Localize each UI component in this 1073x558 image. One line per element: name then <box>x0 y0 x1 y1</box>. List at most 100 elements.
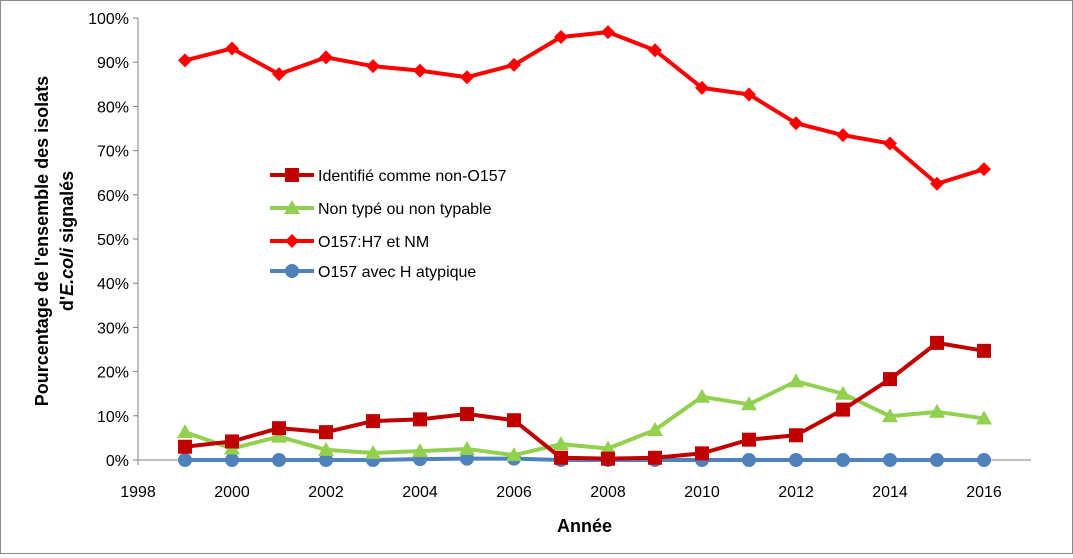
data-point-triangle <box>318 441 334 456</box>
series-diamond <box>178 25 991 191</box>
data-point-square <box>178 439 192 454</box>
data-point-triangle <box>976 410 992 425</box>
data-point-circle <box>930 453 944 467</box>
data-point-triangle <box>835 385 851 400</box>
legend-marker-diamond <box>285 234 299 248</box>
data-point-triangle <box>929 403 945 418</box>
data-point-square <box>977 343 991 358</box>
x-tick-label: 2010 <box>684 484 720 501</box>
data-point-circle <box>178 453 192 467</box>
legend-item: Identifié comme non-O157 <box>270 168 507 185</box>
data-point-diamond <box>366 59 380 74</box>
series-line <box>184 379 985 458</box>
data-point-diamond <box>272 67 286 82</box>
data-point-square <box>930 335 944 350</box>
data-point-diamond <box>648 43 662 58</box>
y-ticks: 0% 10% 20% 30% 40% 50% 60% 70% 80% 90% 100% <box>88 11 138 470</box>
data-point-triangle <box>553 436 569 451</box>
data-point-triangle <box>459 440 475 455</box>
x-tick-label: 2012 <box>778 484 814 501</box>
x-tick-label: 2006 <box>496 484 532 501</box>
legend-label: Non typé ou non typable <box>318 201 492 218</box>
data-point-triangle <box>882 408 898 423</box>
series-square <box>178 335 991 466</box>
y-tick-label: 90% <box>97 55 129 72</box>
data-point-square <box>319 425 333 440</box>
y-tick-label: 80% <box>97 99 129 116</box>
y-tick-label: 10% <box>97 409 129 426</box>
data-point-diamond <box>178 53 192 68</box>
data-point-diamond <box>789 116 803 131</box>
y-axis-title-italic: E.coli <box>57 247 77 296</box>
data-point-square <box>272 421 286 436</box>
legend-label: Identifié comme non-O157 <box>318 168 507 185</box>
data-point-triangle <box>177 424 193 439</box>
data-point-diamond <box>319 50 333 65</box>
legend: Identifié comme non-O157 Non typé ou non … <box>270 168 507 281</box>
series-layer <box>177 25 992 467</box>
data-point-circle <box>789 453 803 467</box>
legend-label: O157:H7 et NM <box>318 234 429 251</box>
data-point-circle <box>836 453 850 467</box>
data-point-square <box>366 414 380 429</box>
x-tick-label: 2000 <box>214 484 250 501</box>
x-tick-label: 2016 <box>966 484 1002 501</box>
data-point-square <box>225 434 239 449</box>
series-triangle <box>177 373 992 462</box>
data-point-square <box>554 450 568 465</box>
data-point-square <box>648 450 662 465</box>
data-point-diamond <box>883 136 897 151</box>
y-tick-label: 50% <box>97 232 129 249</box>
series-line <box>184 340 985 461</box>
data-point-diamond <box>742 87 756 102</box>
data-point-square <box>789 428 803 443</box>
series-line <box>184 30 985 186</box>
data-point-triangle <box>600 440 616 455</box>
data-point-square <box>695 446 709 461</box>
data-point-circle <box>272 453 286 467</box>
data-point-circle <box>742 453 756 467</box>
y-axis-title: Pourcentage de l'ensemble des isolats d'… <box>32 76 77 406</box>
y-axis-title-line1: Pourcentage de l'ensemble des isolats <box>32 76 52 406</box>
data-point-circle <box>883 453 897 467</box>
y-tick-label: 100% <box>88 11 129 28</box>
x-tick-label: 2014 <box>872 484 908 501</box>
x-tick-label: 2008 <box>590 484 626 501</box>
y-tick-label: 60% <box>97 188 129 205</box>
data-point-circle <box>977 453 991 467</box>
legend-marker-square <box>285 168 299 182</box>
data-point-triangle <box>647 421 663 436</box>
data-point-square <box>413 412 427 427</box>
y-axis-title-suffix: signalés <box>57 171 77 248</box>
y-tick-label: 70% <box>97 144 129 161</box>
legend-marker-circle <box>285 264 299 278</box>
y-tick-label: 20% <box>97 365 129 382</box>
data-point-diamond <box>413 63 427 78</box>
y-tick-label: 40% <box>97 276 129 293</box>
data-point-diamond <box>507 57 521 72</box>
data-point-triangle <box>412 443 428 458</box>
legend-item: Non typé ou non typable <box>270 200 492 218</box>
data-point-square <box>601 451 615 466</box>
x-tick-label: 2004 <box>402 484 438 501</box>
data-point-diamond <box>930 176 944 191</box>
legend-item: O157:H7 et NM <box>270 234 429 251</box>
legend-item: O157 avec H atypique <box>270 264 476 281</box>
data-point-diamond <box>695 80 709 95</box>
data-point-triangle <box>506 447 522 462</box>
data-point-triangle <box>788 373 804 388</box>
x-tick-label: 1998 <box>120 484 156 501</box>
data-point-diamond <box>836 128 850 143</box>
data-point-diamond <box>554 30 568 45</box>
data-point-square <box>507 413 521 428</box>
data-point-diamond <box>977 162 991 177</box>
data-point-square <box>460 407 474 422</box>
data-point-square <box>836 402 850 417</box>
legend-label: O157 avec H atypique <box>318 264 476 281</box>
data-point-triangle <box>741 396 757 411</box>
data-point-circle <box>460 451 474 466</box>
legend-marker-triangle <box>284 200 300 214</box>
data-point-diamond <box>460 70 474 85</box>
